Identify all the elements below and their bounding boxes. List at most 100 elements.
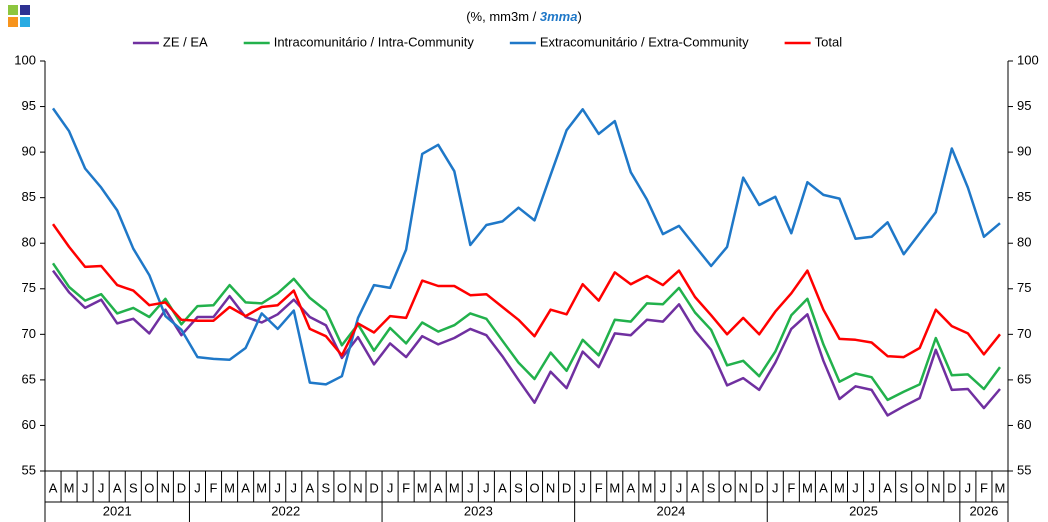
x-tick-label: J (660, 480, 667, 495)
x-tick-label: M (609, 480, 620, 495)
x-tick-label: J (868, 480, 875, 495)
x-tick-label: A (819, 480, 828, 495)
x-tick-label: N (931, 480, 940, 495)
subtitle-text: (%, mm3m / (466, 9, 540, 24)
x-tick-label: D (369, 480, 378, 495)
x-tick-label: M (995, 480, 1006, 495)
legend: ZE / EA Intracomunitário / Intra-Communit… (132, 34, 843, 49)
y-tick-label: 70 (22, 326, 36, 341)
x-tick-label: J (82, 480, 89, 495)
x-tick-label: J (274, 480, 281, 495)
legend-label: Total (815, 34, 843, 49)
x-tick-label: F (787, 480, 795, 495)
x-tick-label: F (402, 480, 410, 495)
x-tick-label: N (161, 480, 170, 495)
x-tick-label: J (387, 480, 394, 495)
y2-tick-label: 70 (1017, 326, 1031, 341)
series-line (51, 107, 1001, 386)
x-tick-label: D (562, 480, 571, 495)
x-group-label: 2025 (849, 503, 878, 518)
x-group-label: 2026 (969, 503, 998, 518)
x-group-label: 2023 (464, 503, 493, 518)
y-tick-label: 95 (22, 98, 36, 113)
chart-subtitle: (%, mm3m / 3mma) (466, 9, 582, 24)
x-tick-label: S (899, 480, 908, 495)
y2-tick-label: 55 (1017, 462, 1031, 477)
x-tick-label: M (256, 480, 267, 495)
x-tick-label: J (965, 480, 972, 495)
series-line (51, 269, 1001, 417)
legend-label: ZE / EA (163, 34, 208, 49)
y-tick-label: 90 (22, 144, 36, 159)
x-tick-label: J (579, 480, 586, 495)
x-tick-label: S (707, 480, 716, 495)
y2-tick-label: 95 (1017, 98, 1031, 113)
x-tick-label: S (129, 480, 138, 495)
x-tick-label: O (144, 480, 154, 495)
y2-tick-label: 100 (1017, 52, 1039, 67)
x-tick-label: D (755, 480, 764, 495)
x-tick-label: A (241, 480, 250, 495)
x-tick-label: A (691, 480, 700, 495)
x-group-label: 2022 (271, 503, 300, 518)
x-tick-label: N (546, 480, 555, 495)
x-tick-label: D (947, 480, 956, 495)
x-tick-label: S (322, 480, 331, 495)
logo (8, 5, 30, 27)
y-tick-label: 65 (22, 371, 36, 386)
x-tick-label: J (291, 480, 298, 495)
legend-label: Intracomunitário / Intra-Community (274, 34, 475, 49)
x-tick-label: M (224, 480, 235, 495)
x-tick-label: F (980, 480, 988, 495)
y-tick-label: 100 (14, 52, 36, 67)
x-tick-label: F (595, 480, 603, 495)
x-tick-label: O (722, 480, 732, 495)
x-tick-label: A (113, 480, 122, 495)
x-tick-label: N (353, 480, 362, 495)
legend-label: Extracomunitário / Extra-Community (540, 34, 749, 49)
x-tick-label: J (98, 480, 105, 495)
x-tick-label: A (49, 480, 58, 495)
x-tick-label: M (834, 480, 845, 495)
x-tick-label: M (802, 480, 813, 495)
x-tick-label: O (915, 480, 925, 495)
x-group-label: 2024 (656, 503, 685, 518)
series-line (51, 262, 1002, 402)
x-tick-label: O (337, 480, 347, 495)
x-tick-label: M (449, 480, 460, 495)
x-tick-label: M (641, 480, 652, 495)
x-tick-label: J (467, 480, 474, 495)
subtitle-text: ) (577, 9, 581, 24)
x-tick-label: A (305, 480, 314, 495)
x-tick-label: F (210, 480, 218, 495)
y-tick-label: 55 (22, 462, 36, 477)
x-tick-label: J (194, 480, 201, 495)
x-tick-label: S (514, 480, 523, 495)
y-tick-label: 85 (22, 189, 36, 204)
x-tick-label: A (434, 480, 443, 495)
y2-tick-label: 65 (1017, 371, 1031, 386)
x-tick-label: A (626, 480, 635, 495)
series-line (51, 223, 1001, 359)
x-group-label: 2021 (103, 503, 132, 518)
x-tick-label: M (64, 480, 75, 495)
y-tick-label: 60 (22, 417, 36, 432)
y2-tick-label: 80 (1017, 235, 1031, 250)
subtitle-emphasis: 3mma (540, 9, 578, 24)
y2-tick-label: 90 (1017, 144, 1031, 159)
y2-tick-label: 85 (1017, 189, 1031, 204)
y-tick-label: 75 (22, 280, 36, 295)
x-tick-label: M (417, 480, 428, 495)
y2-tick-label: 75 (1017, 280, 1031, 295)
x-tick-label: J (676, 480, 683, 495)
x-tick-label: J (852, 480, 859, 495)
x-tick-label: O (529, 480, 539, 495)
x-tick-label: J (772, 480, 779, 495)
x-tick-label: N (738, 480, 747, 495)
x-tick-label: A (498, 480, 507, 495)
y2-tick-label: 60 (1017, 417, 1031, 432)
y-tick-label: 80 (22, 235, 36, 250)
x-tick-label: A (883, 480, 892, 495)
x-tick-label: J (483, 480, 490, 495)
